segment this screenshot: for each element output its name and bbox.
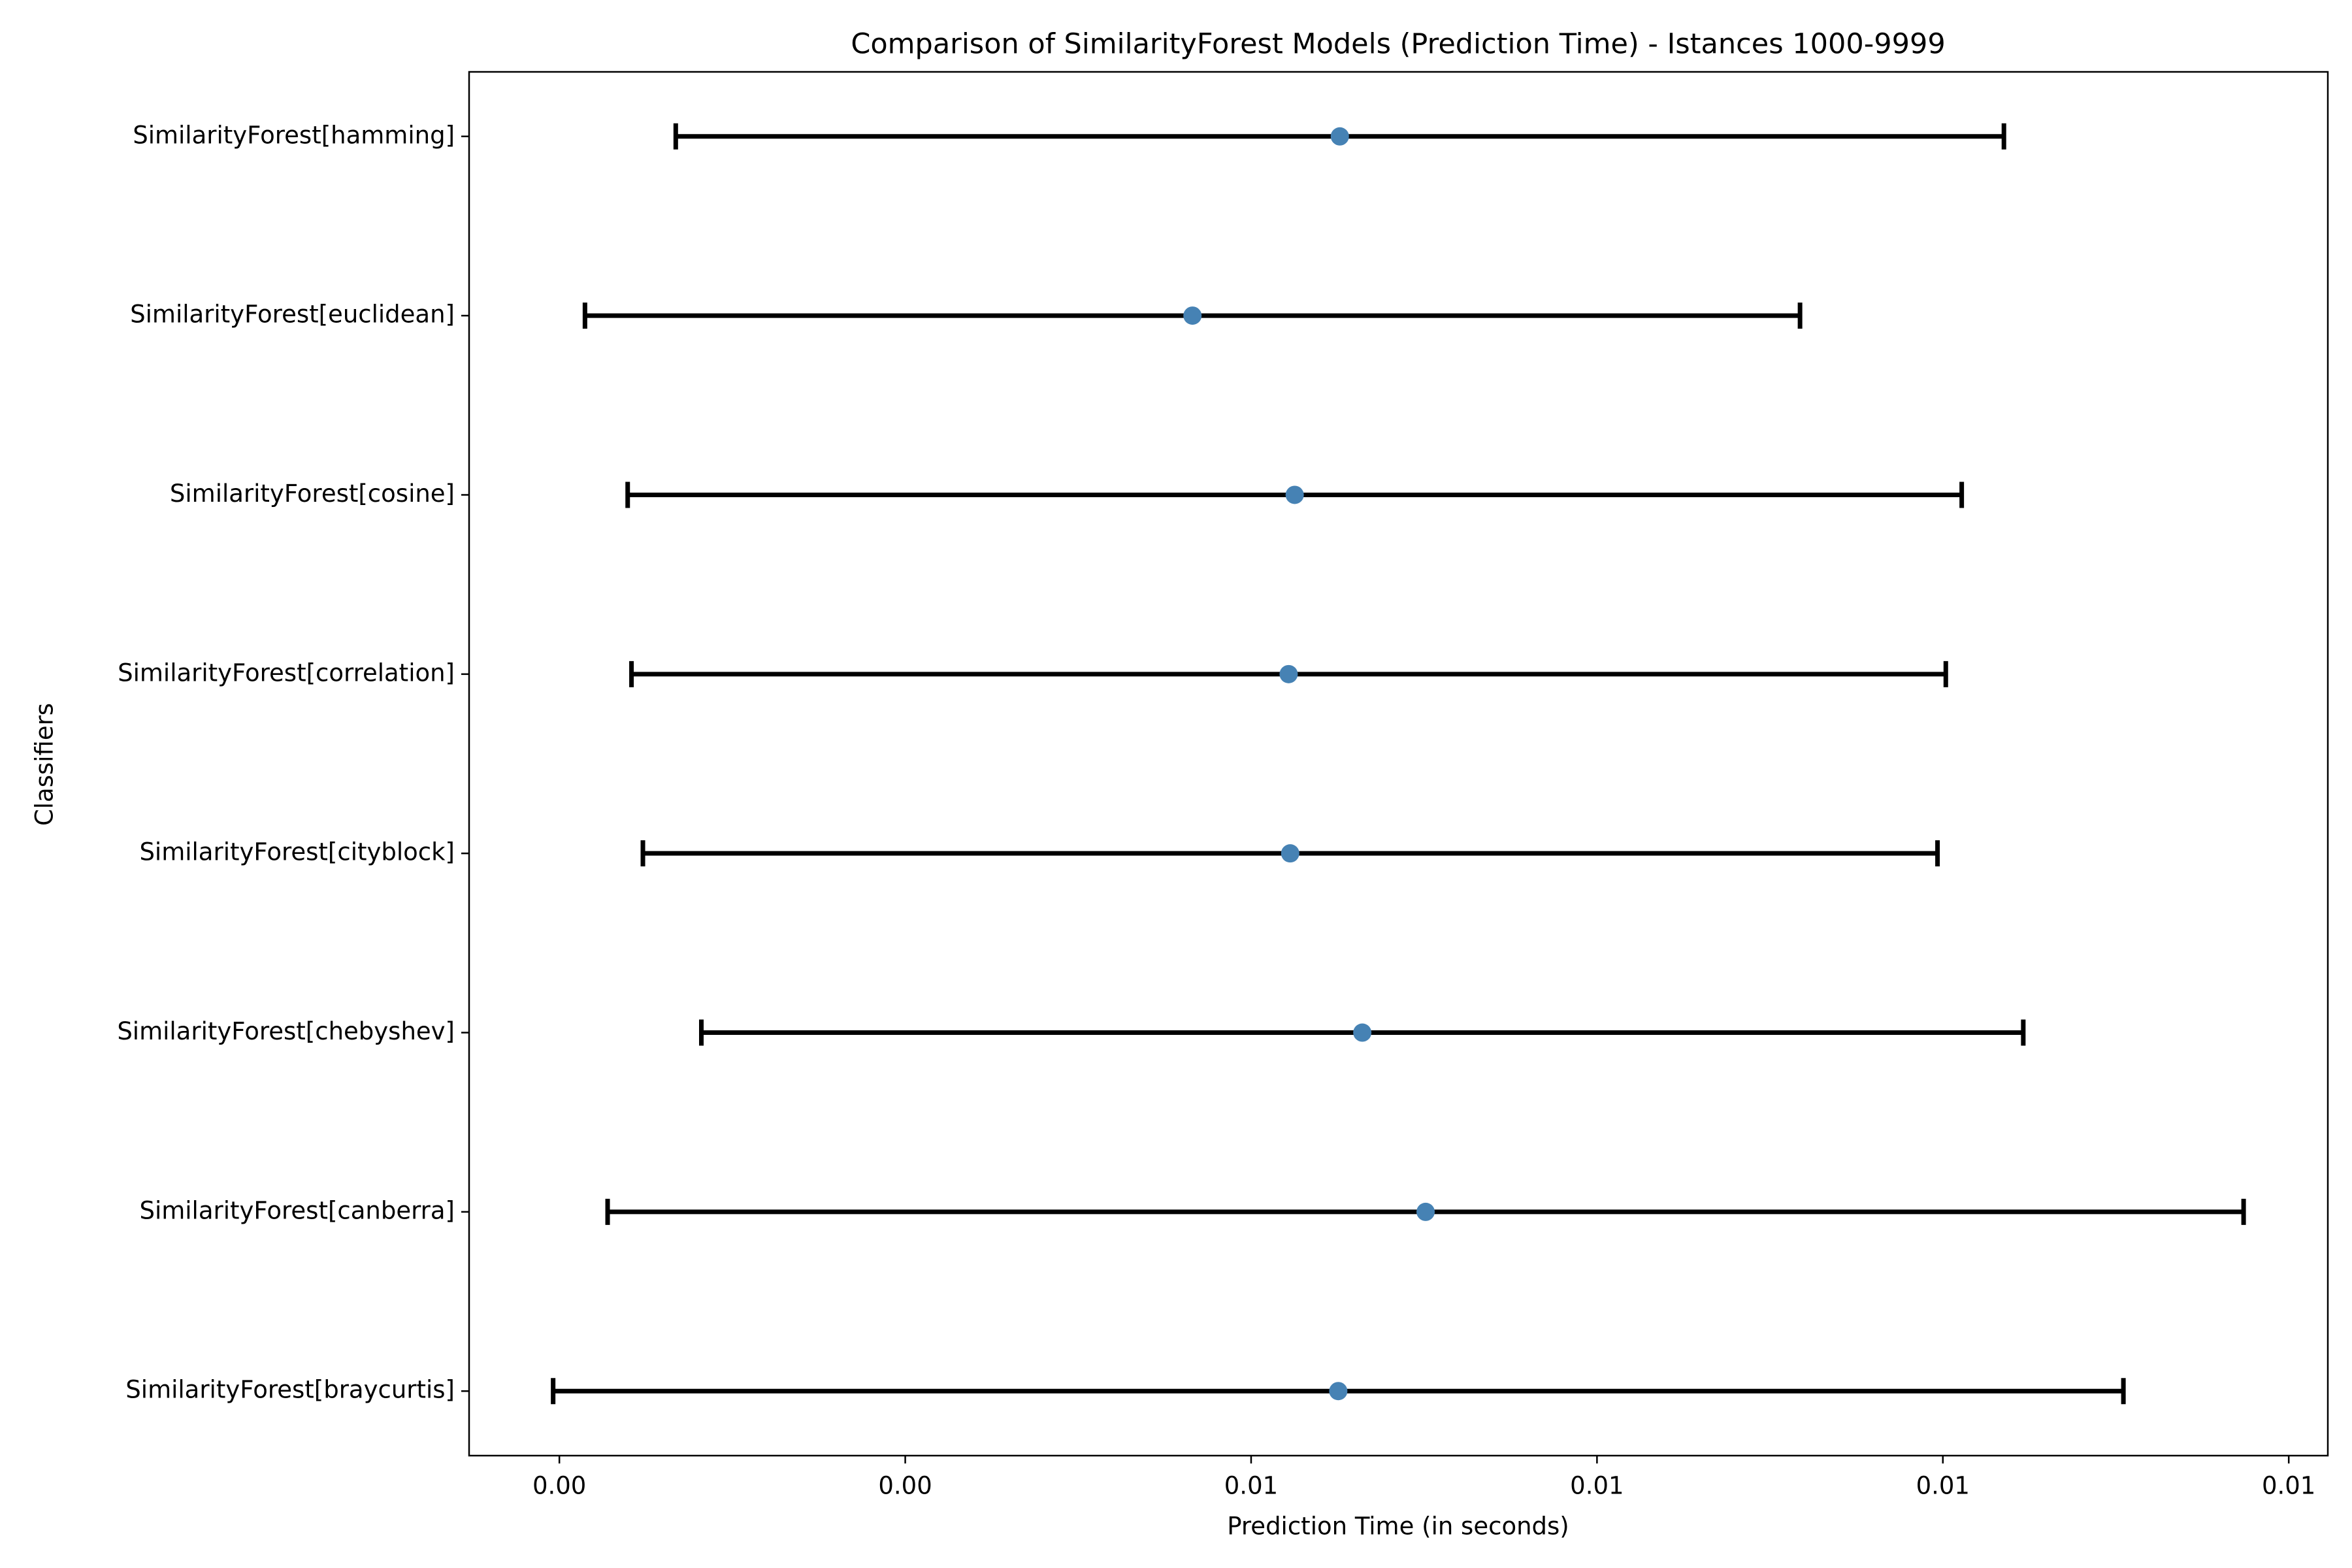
point xyxy=(1416,1202,1435,1221)
y-tick-label: SimilarityForest[cityblock] xyxy=(139,838,455,866)
y-tick-label: SimilarityForest[euclidean] xyxy=(130,301,455,329)
point xyxy=(1285,485,1304,504)
x-axis-label: Prediction Time (in seconds) xyxy=(1227,1512,1569,1541)
point xyxy=(1353,1023,1372,1042)
point xyxy=(1330,127,1349,146)
y-tick-label: SimilarityForest[chebyshev] xyxy=(117,1017,455,1045)
x-tick-label: 0.00 xyxy=(878,1472,932,1500)
x-tick-label: 0.01 xyxy=(1916,1472,1970,1500)
x-tick-label: 0.01 xyxy=(2262,1472,2315,1500)
y-tick-label: SimilarityForest[cosine] xyxy=(170,480,455,508)
point xyxy=(1329,1382,1348,1401)
y-tick-label: SimilarityForest[hamming] xyxy=(133,121,455,149)
point xyxy=(1281,844,1299,863)
plot-frame xyxy=(468,71,2329,1457)
y-tick-label: SimilarityForest[correlation] xyxy=(118,659,455,687)
x-tick-label: 0.00 xyxy=(532,1472,586,1500)
y-tick-label: SimilarityForest[braycurtis] xyxy=(125,1376,455,1404)
point xyxy=(1279,664,1298,683)
y-axis-label: Classifiers xyxy=(31,703,59,826)
x-tick-label: 0.01 xyxy=(1224,1472,1278,1500)
point xyxy=(1183,306,1202,325)
x-tick-label: 0.01 xyxy=(1570,1472,1624,1500)
chart-title: Comparison of SimilarityForest Models (P… xyxy=(851,28,1945,61)
y-tick-label: SimilarityForest[canberra] xyxy=(139,1196,455,1224)
